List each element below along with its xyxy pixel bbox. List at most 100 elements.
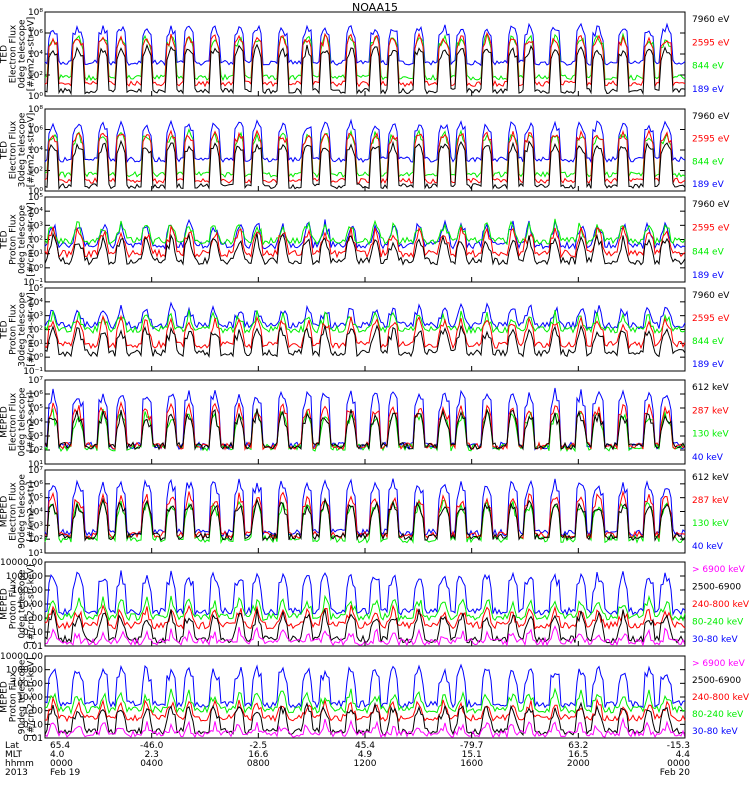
legend-entry: 80-240 keV [692,618,744,628]
legend-entry: 2595 eV [692,135,730,145]
x-tick-label: 16.5 [568,750,588,760]
x-tick-label: 1600 [460,759,483,769]
y-tick-label: 10² [28,71,43,81]
legend-entry: 844 eV [692,337,725,347]
x-row-label: MLT [5,750,23,760]
y-tick-label: 0.01 [23,734,43,744]
x-tick-label: 4.9 [358,750,373,760]
y-axis-label: [#/cm2-s-str-eV] [27,113,37,188]
y-tick-label: 10³ [28,221,43,231]
y-tick-label: 10⁶ [28,390,43,400]
legend-entry: 2595 eV [692,38,730,48]
x-tick-label: 0000 [667,759,690,769]
y-tick-label: 10⁴ [28,146,43,156]
x-tick-label: -79.7 [460,741,483,751]
y-tick-label: 10⁴ [28,508,43,518]
legend-entry: 7960 eV [692,291,730,301]
y-tick-label: 0.10 [23,628,43,638]
x-tick-label: -15.3 [667,741,690,751]
y-axis-label: Proton Flux [9,304,19,355]
x-row-label: Lat [5,741,20,751]
y-tick-label: 10⁴ [28,298,43,308]
legend-entry: 30-80 keV [692,727,738,737]
y-axis-label: Proton Flux [9,214,19,265]
y-axis-label: 0deg telescope [18,19,28,89]
legend-entry: > 6900 keV [692,565,746,575]
series-blue-line [44,570,686,617]
y-tick-label: 10⁵ [28,404,43,414]
y-axis-label: TED [0,45,10,64]
legend-entry: 40 keV [692,453,724,463]
y-tick-label: 1.00 [23,614,43,624]
y-tick-label: 10⁴ [28,50,43,60]
y-axis-label: [#/cm2-s-str] [27,392,37,452]
series-magenta-line [44,717,686,740]
y-axis-label: MEPED [0,588,10,620]
series-black-line [44,232,686,266]
legend-entry: 844 eV [692,157,725,167]
y-axis-label: 0deg telescope [18,387,28,457]
series-black-line [44,497,686,542]
y-tick-label: 10³ [28,521,43,531]
y-tick-label: 10000.00 [0,652,43,662]
x-tick-label: 4.4 [676,750,691,760]
y-tick-label: 0.10 [23,720,43,730]
x-tick-label: 45.4 [355,741,375,751]
y-tick-label: 10⁸ [28,105,43,115]
series-red-line [44,314,686,350]
series-blue-line [44,218,686,251]
y-axis-label: MEPED [0,496,10,528]
y-tick-label: 100.00 [12,586,44,596]
y-axis-label: Proton Flux [9,671,19,722]
y-axis-label: 0deg telescope [18,569,28,639]
y-axis-label: [#/cm2-s-str-eV] [27,17,37,92]
y-tick-label: 10⁵ [28,284,43,294]
legend-entry: 40 keV [692,542,724,552]
legend-entry: 80-240 keV [692,710,744,720]
legend-entry: 287 keV [692,496,729,506]
y-tick-label: 10² [28,446,43,456]
x-tick-label: -2.5 [250,741,268,751]
x-tick-label: Feb 20 [660,768,691,778]
y-tick-label: 10⁴ [28,207,43,217]
y-axis-label: MEPED [0,406,10,438]
y-tick-label: 10⁻¹ [23,278,43,288]
legend-entry: 7960 eV [692,15,730,25]
y-axis-label: TED [0,320,10,339]
legend-entry: > 6900 keV [692,659,746,669]
legend-entry: 30-80 keV [692,635,738,645]
y-axis-label: [#/cm2-s-str-keV] [27,657,37,736]
y-tick-label: 10¹ [28,250,43,260]
series-blue-line [44,301,686,331]
y-axis-label: MEPED [0,681,10,713]
series-green-line [44,687,686,715]
y-tick-label: 10¹ [28,339,43,349]
legend-entry: 7960 eV [692,200,730,210]
legend-entry: 2500-6900 [692,583,741,593]
y-tick-label: 10⁻¹ [23,367,43,377]
series-blue-line [44,663,686,710]
y-axis-label: TED [0,141,10,160]
series-green-line [44,309,686,335]
series-green-line [44,594,686,623]
y-tick-label: 10.00 [17,693,43,703]
y-axis-label: Electron Flux [9,120,19,179]
legend-entry: 189 eV [692,180,725,190]
x-tick-label: 0800 [247,759,270,769]
y-axis-label: 90deg telescope [18,474,28,549]
legend-entry: 2595 eV [692,314,730,324]
x-tick-label: Feb 19 [50,768,81,778]
legend-entry: 240-800 keV [692,600,750,610]
y-tick-label: 10⁵ [28,193,43,203]
y-tick-label: 10⁶ [28,29,43,39]
y-tick-label: 10¹ [28,549,43,559]
x-tick-label: 2000 [567,759,590,769]
legend-entry: 612 keV [692,383,729,393]
x-tick-label: 0000 [50,759,73,769]
y-tick-label: 10² [28,167,43,177]
y-tick-label: 10⁰ [28,264,43,274]
legend-entry: 2500-6900 [692,676,741,686]
y-tick-label: 10000.00 [0,558,43,568]
legend-entry: 844 eV [692,62,725,72]
y-tick-label: 0.01 [23,642,43,652]
